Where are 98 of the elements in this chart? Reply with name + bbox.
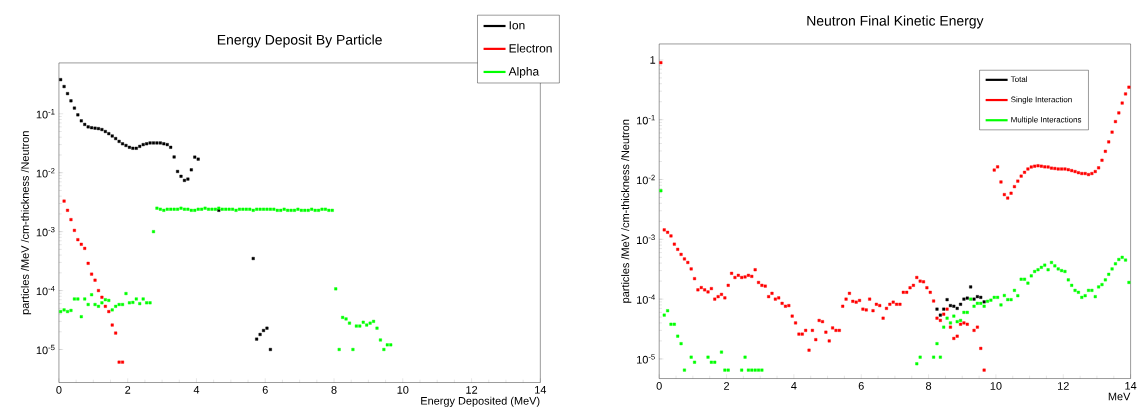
point: [265, 326, 269, 330]
chart-title: Energy Deposit By Particle: [217, 34, 382, 48]
point: [979, 295, 983, 299]
point: [110, 134, 114, 138]
y-tick-label: 10$^{-3}$: [637, 234, 655, 244]
chart-title: Neutron Final Kinetic Energy: [807, 15, 984, 29]
point: [72, 106, 76, 110]
point: [176, 169, 180, 173]
point: [69, 217, 73, 221]
x-tick-label: 2: [125, 385, 131, 394]
point: [127, 145, 131, 149]
point: [965, 296, 969, 300]
x-tick-label: 6: [262, 385, 268, 394]
point: [62, 84, 66, 88]
y-tick-label: 10$^{-5}$: [36, 344, 55, 354]
x-tick-label: 14: [1125, 381, 1137, 390]
y-tick-label: 10$^{-3}$: [36, 226, 55, 237]
point: [107, 131, 111, 135]
y-axis-title: particles /MeV /cm-thickness /Neutron: [20, 131, 32, 314]
point: [138, 144, 142, 148]
point: [162, 142, 166, 146]
x-tick-label: 12: [466, 385, 478, 394]
point: [975, 294, 979, 298]
point: [79, 119, 83, 123]
point: [935, 307, 939, 311]
point: [189, 168, 193, 172]
point: [117, 360, 121, 364]
point: [179, 174, 183, 178]
point: [103, 129, 107, 133]
x-axis-title: MeV: [1108, 392, 1131, 401]
point: [145, 142, 149, 146]
point: [251, 256, 255, 260]
point: [262, 328, 266, 332]
point: [66, 208, 70, 212]
point: [72, 228, 76, 232]
point: [158, 141, 162, 145]
x-tick-label: 4: [791, 381, 797, 390]
point: [121, 142, 125, 146]
y-tick-label: 10$^{-1}$: [637, 114, 655, 125]
point: [114, 331, 118, 335]
point: [193, 155, 197, 159]
y-tick-label: 10$^{-1}$: [36, 108, 55, 119]
point: [955, 306, 959, 310]
y-tick-label: 1: [650, 55, 656, 64]
point: [186, 177, 190, 181]
point: [121, 360, 125, 364]
x-tick-label: 14: [535, 385, 547, 394]
legend-label: Ion: [509, 20, 525, 30]
point: [952, 304, 956, 308]
x-tick-label: 0: [656, 381, 662, 390]
x-tick-label: 0: [56, 385, 62, 394]
point: [96, 126, 100, 130]
y-tick-label: 10$^{-4}$: [637, 294, 655, 304]
point: [66, 91, 70, 95]
x-axis-title: Energy Deposited (MeV): [421, 396, 540, 407]
x-tick-label: 8: [926, 381, 932, 390]
legend-label: Electron: [509, 43, 552, 53]
point: [93, 278, 97, 282]
point: [134, 146, 138, 150]
x-tick-label: 10: [397, 385, 409, 394]
x-tick-label: 8: [331, 385, 337, 394]
point: [182, 178, 186, 182]
point: [945, 297, 949, 301]
point: [969, 285, 973, 289]
point: [196, 157, 200, 161]
legend-label: Alpha: [508, 66, 540, 78]
point: [96, 288, 100, 292]
point: [83, 246, 87, 250]
point: [152, 141, 155, 145]
point: [165, 142, 169, 146]
x-tick-label: 6: [858, 381, 864, 390]
point: [255, 337, 259, 341]
y-tick-label: 10$^{-4}$: [36, 285, 55, 295]
point: [948, 303, 952, 307]
x-tick-label: 12: [1058, 381, 1069, 390]
point: [62, 199, 66, 203]
point: [69, 99, 73, 103]
point: [169, 145, 173, 149]
point: [172, 155, 176, 159]
y-tick-label: 10$^{-2}$: [36, 167, 55, 178]
point: [268, 347, 272, 351]
point: [90, 126, 94, 129]
y-axis-title: particles /MeV /cm-thickness /Neutron: [621, 119, 632, 303]
point: [76, 113, 80, 117]
point: [90, 272, 94, 276]
x-tick-label: 4: [193, 385, 200, 394]
point: [959, 302, 963, 306]
x-tick-label: 2: [724, 381, 730, 390]
point: [258, 332, 262, 336]
point: [59, 77, 63, 81]
point: [76, 237, 80, 241]
point: [83, 122, 87, 126]
x-tick-label: 10: [990, 381, 1002, 390]
point: [79, 242, 83, 246]
y-tick-label: 10$^{-5}$: [637, 354, 655, 364]
y-tick-label: 10$^{-2}$: [637, 174, 655, 184]
point: [110, 323, 114, 327]
point: [86, 261, 90, 265]
